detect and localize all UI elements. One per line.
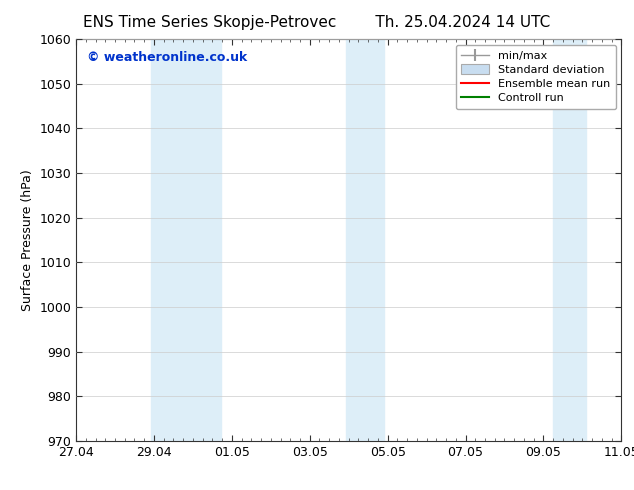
Text: © weatheronline.co.uk: © weatheronline.co.uk [87, 51, 247, 64]
Text: ENS Time Series Skopje-Petrovec        Th. 25.04.2024 14 UTC: ENS Time Series Skopje-Petrovec Th. 25.0… [84, 15, 550, 30]
Y-axis label: Surface Pressure (hPa): Surface Pressure (hPa) [21, 169, 34, 311]
Legend: min/max, Standard deviation, Ensemble mean run, Controll run: min/max, Standard deviation, Ensemble me… [456, 45, 616, 109]
Bar [151, 39, 221, 441]
Bar [346, 39, 384, 441]
Bar [553, 39, 586, 441]
